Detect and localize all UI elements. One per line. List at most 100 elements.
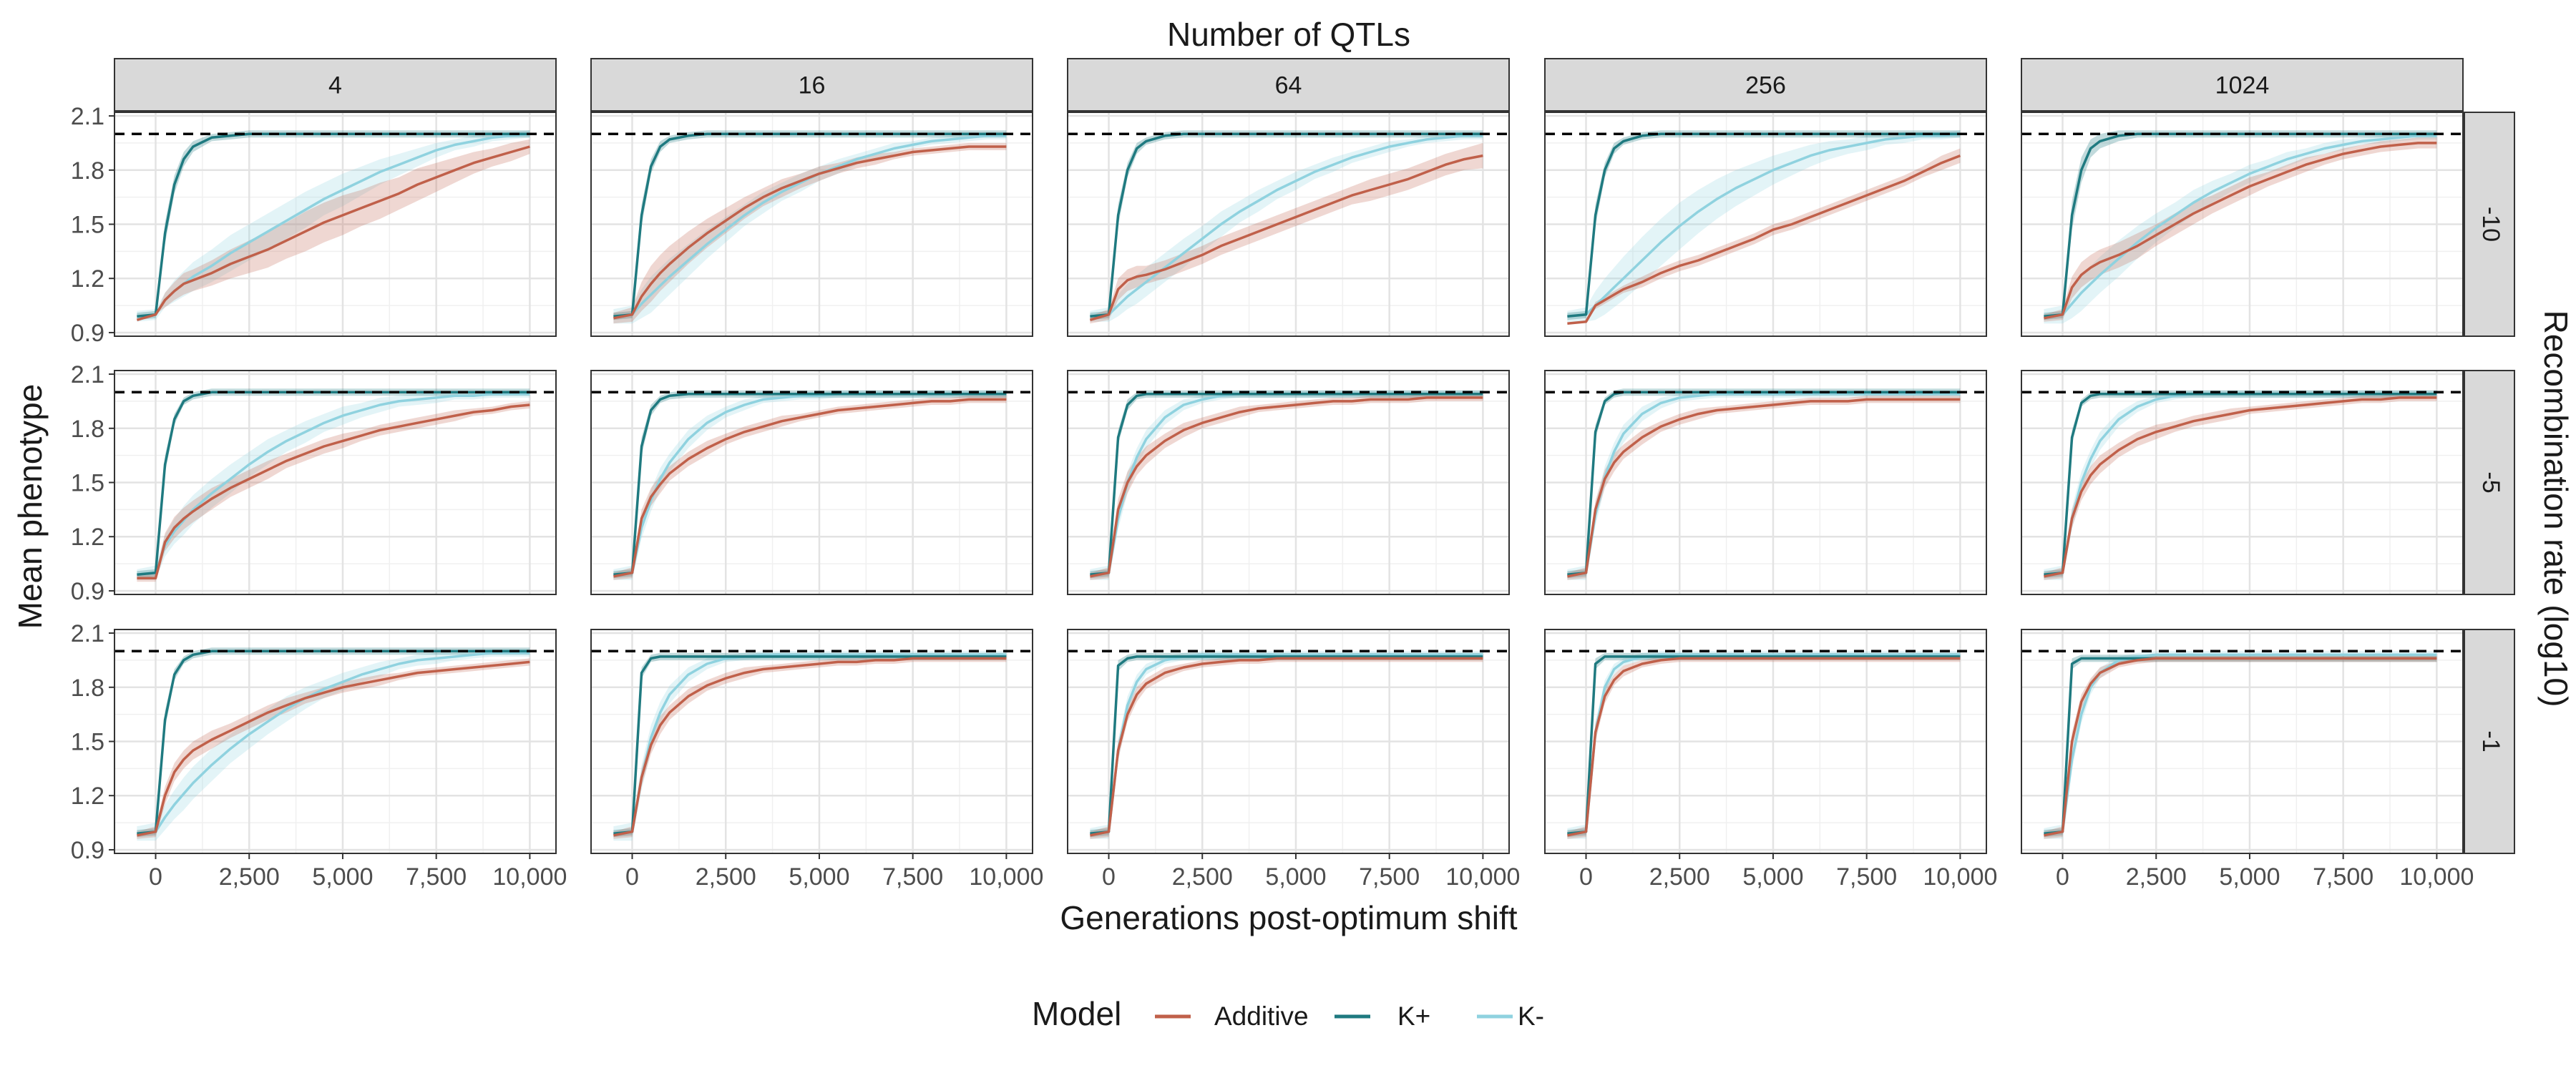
panel-neg10-16 <box>590 112 1033 337</box>
ribbon-additive <box>137 658 530 839</box>
legend-title: Model <box>1032 995 1121 1032</box>
panel-neg5-4: 0.9 1.2 1.5 1.8 2.1 <box>71 361 557 605</box>
x-tick-label: 0 <box>149 863 162 891</box>
y-tick-label: 1.5 <box>71 729 104 756</box>
chart-title: Number of QTLs <box>1167 16 1410 53</box>
row-strip-label-neg10: -10 <box>2477 207 2504 242</box>
col-strip-16 <box>590 58 1033 112</box>
line-k- <box>1567 132 1961 318</box>
line-additive <box>613 398 1007 578</box>
col-strip-label-1024: 1024 <box>2215 72 2270 99</box>
line-k-plus <box>2044 393 2437 576</box>
panel-border <box>1544 112 1987 337</box>
line-additive <box>613 145 1007 320</box>
col-strip-label-64: 64 <box>1275 72 1302 99</box>
y-tick-label: 2.1 <box>71 103 104 130</box>
panel-neg10-256 <box>1544 112 1987 337</box>
panel-border <box>1544 370 1987 595</box>
panel-neg5-1024 <box>2021 370 2464 595</box>
x-tick-label: 10,000 <box>2399 863 2474 891</box>
y-tick-label: 0.9 <box>71 320 104 347</box>
line-additive <box>1090 396 1483 578</box>
panel-neg1-1024: 0 2,500 5,000 7,500 10,000 <box>2021 629 2474 891</box>
col-strip-label-16: 16 <box>799 72 826 99</box>
x-tick-label: 10,000 <box>1445 863 1520 891</box>
panel-neg1-4: 0.9 1.2 1.5 1.8 2.1 0 2,500 5,000 7,500 10,000 <box>71 620 567 891</box>
y-axis-label: Mean phenotype <box>11 384 49 629</box>
line-additive <box>137 403 530 580</box>
y-tick-label: 1.8 <box>71 675 104 702</box>
x-tick-label: 10,000 <box>1923 863 1997 891</box>
y-tick-label: 0.9 <box>71 578 104 605</box>
panel-neg10-1024 <box>2021 112 2464 337</box>
line-additive <box>2044 657 2437 837</box>
panel-border <box>1544 629 1987 854</box>
x-tick-label: 2,500 <box>696 863 756 891</box>
row-strip-neg5 <box>2464 370 2515 595</box>
panel-grid: 4 16 64 256 1024 -10 -5 -1 0.9 1.2 1.5 1.8 2.1 0.9 1.2… <box>71 58 2515 891</box>
panel-neg5-64 <box>1067 370 1510 595</box>
line-additive <box>613 657 1007 837</box>
row-strip-neg10 <box>2464 112 2515 337</box>
y-tick-label: 1.2 <box>71 265 104 293</box>
legend-label-k-minus: K- <box>1518 1001 1544 1031</box>
ribbon-k- <box>1567 130 1961 322</box>
line-k-plus <box>613 655 1007 835</box>
ribbon-additive <box>613 396 1007 580</box>
line-k- <box>613 134 1007 318</box>
ribbon-additive <box>1090 142 1483 324</box>
panel-neg10-4: 0.9 1.2 1.5 1.8 2.1 <box>71 103 557 347</box>
panel-neg10-64 <box>1067 112 1510 337</box>
line-k- <box>137 652 530 835</box>
x-tick-label: 0 <box>1102 863 1116 891</box>
x-tick-label: 5,000 <box>789 863 849 891</box>
legend-label-additive: Additive <box>1214 1001 1309 1031</box>
panel-border <box>590 629 1033 854</box>
x-tick-label: 5,000 <box>312 863 373 891</box>
row-strip-label-neg1: -1 <box>2477 730 2504 752</box>
ribbon-additive <box>2044 393 2437 580</box>
col-strip-256 <box>1544 58 1987 112</box>
x-tick-label: 7,500 <box>1836 863 1897 891</box>
line-k- <box>1567 653 1961 835</box>
line-additive <box>136 145 530 321</box>
x-tick-label: 5,000 <box>2219 863 2280 891</box>
line-k- <box>613 653 1007 835</box>
col-strip-4 <box>114 58 557 112</box>
ribbon-additive <box>1567 148 1961 324</box>
line-k- <box>2044 653 2437 835</box>
line-k- <box>1090 134 1483 318</box>
panel-border <box>590 370 1033 595</box>
line-k- <box>1090 653 1483 835</box>
y-tick-label: 1.5 <box>71 212 104 239</box>
ribbon-k- <box>137 649 530 841</box>
ribbon-k- <box>1090 132 1483 322</box>
y-tick-label: 2.1 <box>71 620 104 647</box>
x-tick-label: 2,500 <box>2126 863 2187 891</box>
panel-border <box>2021 370 2464 595</box>
panel-border <box>1067 629 1510 854</box>
y-tick-label: 0.9 <box>71 837 104 864</box>
ribbon-k- <box>2044 132 2437 324</box>
line-k-plus <box>1567 655 1961 835</box>
line-k- <box>1567 393 1961 576</box>
panel-border <box>590 112 1033 337</box>
x-tick-label: 0 <box>2056 863 2069 891</box>
x-tick-label: 2,500 <box>1649 863 1710 891</box>
legend: Model Additive K+ K- <box>1032 995 1544 1032</box>
y-tick-label: 1.8 <box>71 416 104 443</box>
panel-neg1-16: 0 2,500 5,000 7,500 10,000 <box>590 629 1043 891</box>
x-tick-label: 7,500 <box>406 863 467 891</box>
panel-neg5-256 <box>1544 370 1987 595</box>
panel-neg1-256: 0 2,500 5,000 7,500 10,000 <box>1544 629 1997 891</box>
line-k- <box>137 393 530 576</box>
line-additive <box>1567 154 1961 325</box>
ribbon-k- <box>137 390 530 580</box>
x-tick-label: 5,000 <box>1265 863 1326 891</box>
y-tick-label: 1.2 <box>71 524 104 551</box>
legend-label-k-plus: K+ <box>1397 1001 1430 1031</box>
x-tick-label: 7,500 <box>2313 863 2373 891</box>
line-additive <box>137 660 530 837</box>
panel-border <box>1067 112 1510 337</box>
x-tick-label: 0 <box>1579 863 1593 891</box>
